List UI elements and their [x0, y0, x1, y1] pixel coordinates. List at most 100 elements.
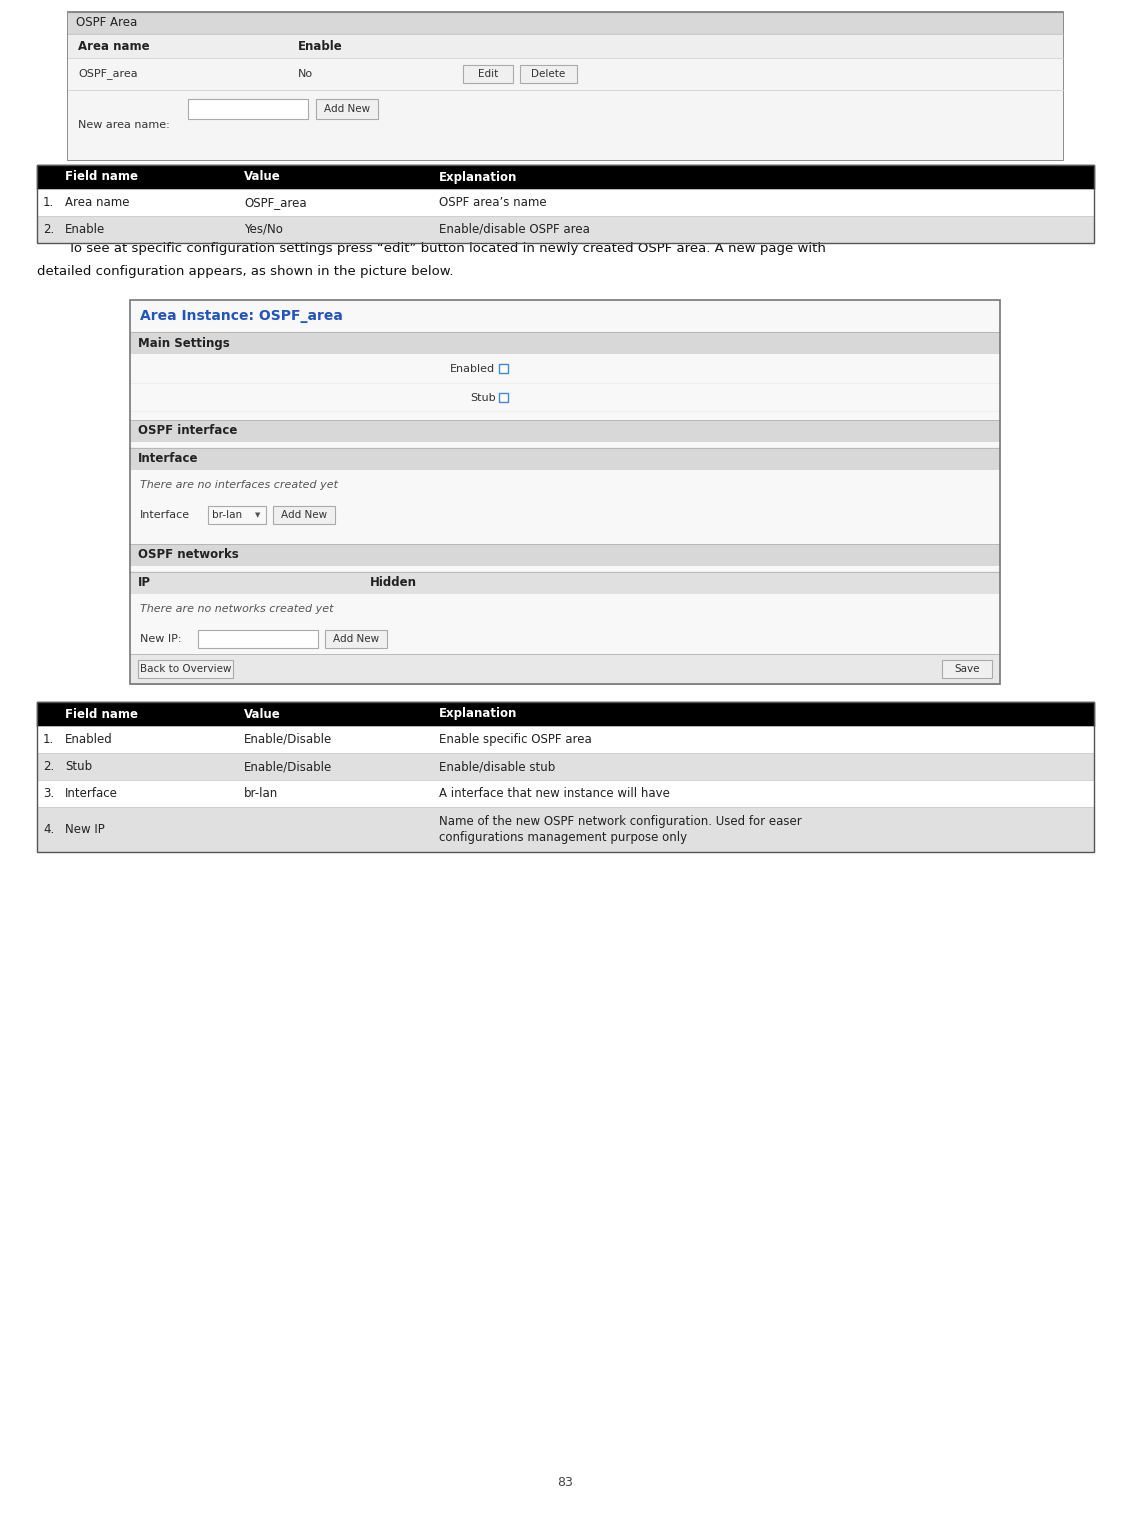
Text: New IP:: New IP:	[140, 634, 181, 645]
Text: Add New: Add New	[333, 634, 379, 645]
Text: Enable: Enable	[297, 39, 343, 53]
Text: IP: IP	[138, 576, 152, 590]
Text: New IP: New IP	[64, 823, 105, 837]
Text: OSPF_area: OSPF_area	[244, 197, 307, 209]
Text: Add New: Add New	[280, 510, 327, 520]
Bar	[130, 384, 1000, 412]
Text: To see at specific configuration settings press “edit” button located in newly c: To see at specific configuration setting…	[68, 242, 826, 256]
Text: Field name: Field name	[64, 708, 138, 720]
Bar	[130, 530, 1000, 545]
Bar	[130, 623, 1000, 654]
Bar	[130, 654, 1000, 684]
Bar	[37, 216, 1094, 244]
Bar	[316, 98, 378, 120]
Bar	[520, 65, 577, 83]
Text: Explanation: Explanation	[439, 708, 517, 720]
Bar	[37, 726, 1094, 753]
Bar	[130, 595, 1000, 623]
Text: Interface: Interface	[138, 452, 199, 466]
Text: 4.: 4.	[43, 823, 54, 837]
Text: Enabled: Enabled	[450, 365, 495, 374]
Bar	[68, 33, 1063, 57]
Bar	[500, 393, 509, 402]
Bar	[130, 331, 1000, 354]
Text: Stub: Stub	[469, 393, 495, 402]
Text: Enable/disable OSPF area: Enable/disable OSPF area	[439, 222, 590, 236]
Bar	[138, 660, 233, 678]
Text: Interface: Interface	[140, 510, 190, 520]
Text: Area Instance: OSPF_area: Area Instance: OSPF_area	[140, 309, 343, 322]
Bar	[942, 660, 992, 678]
Bar	[130, 300, 1000, 684]
Text: Field name: Field name	[64, 171, 138, 183]
Bar	[130, 448, 1000, 471]
Bar	[37, 702, 1094, 726]
Text: configurations management purpose only: configurations management purpose only	[439, 831, 688, 844]
Text: Enable/Disable: Enable/Disable	[244, 732, 333, 746]
Text: New area name:: New area name:	[78, 120, 170, 130]
Text: Stub: Stub	[64, 760, 92, 773]
Bar	[37, 753, 1094, 781]
Text: 1.: 1.	[43, 197, 54, 209]
Text: There are no interfaces created yet: There are no interfaces created yet	[140, 480, 338, 490]
Bar	[37, 806, 1094, 852]
Bar	[325, 629, 387, 648]
Bar	[130, 300, 1000, 331]
Text: Interface: Interface	[64, 787, 118, 800]
Text: OSPF Area: OSPF Area	[76, 17, 137, 29]
Bar	[198, 629, 318, 648]
Bar	[37, 165, 1094, 244]
Bar	[130, 566, 1000, 572]
Bar	[500, 365, 509, 374]
Text: 1.: 1.	[43, 732, 54, 746]
Text: 3.: 3.	[43, 787, 54, 800]
Bar	[130, 545, 1000, 566]
Text: Yes/No: Yes/No	[244, 222, 283, 236]
Text: Save: Save	[955, 664, 979, 673]
Text: 2.: 2.	[43, 222, 54, 236]
Text: OSPF networks: OSPF networks	[138, 549, 239, 561]
Text: OSPF area’s name: OSPF area’s name	[439, 197, 546, 209]
Text: br-lan: br-lan	[244, 787, 278, 800]
Text: Value: Value	[244, 708, 280, 720]
Bar	[68, 89, 1063, 160]
Bar	[188, 98, 308, 120]
Text: 83: 83	[558, 1477, 573, 1489]
Text: No: No	[297, 70, 313, 79]
Text: detailed configuration appears, as shown in the picture below.: detailed configuration appears, as shown…	[37, 265, 454, 278]
Text: Enabled: Enabled	[64, 732, 113, 746]
Bar	[130, 354, 1000, 384]
Text: Enable: Enable	[64, 222, 105, 236]
Bar	[130, 442, 1000, 448]
Bar	[273, 505, 335, 523]
Bar	[37, 702, 1094, 852]
Bar	[130, 412, 1000, 421]
Bar	[37, 165, 1094, 189]
Text: Delete: Delete	[532, 70, 566, 79]
Text: Enable/Disable: Enable/Disable	[244, 760, 333, 773]
Text: Enable/disable stub: Enable/disable stub	[439, 760, 555, 773]
Bar	[208, 505, 266, 523]
Bar	[37, 189, 1094, 216]
Text: Name of the new OSPF network configuration. Used for easer: Name of the new OSPF network configurati…	[439, 816, 802, 828]
Text: br-lan: br-lan	[211, 510, 242, 520]
Bar	[68, 12, 1063, 33]
Text: Hidden: Hidden	[370, 576, 417, 590]
Bar	[37, 781, 1094, 806]
Text: Edit: Edit	[478, 70, 498, 79]
Bar	[68, 12, 1063, 160]
Text: 2.: 2.	[43, 760, 54, 773]
Bar	[68, 57, 1063, 89]
Text: Enable specific OSPF area: Enable specific OSPF area	[439, 732, 592, 746]
Bar	[130, 572, 1000, 595]
Bar	[130, 471, 1000, 499]
Text: Add New: Add New	[323, 104, 370, 113]
Text: ▼: ▼	[256, 511, 260, 517]
Text: A interface that new instance will have: A interface that new instance will have	[439, 787, 670, 800]
Text: Explanation: Explanation	[439, 171, 517, 183]
Text: There are no networks created yet: There are no networks created yet	[140, 604, 334, 614]
Bar	[130, 421, 1000, 442]
Text: Area name: Area name	[64, 197, 130, 209]
Text: OSPF_area: OSPF_area	[78, 68, 138, 80]
Bar	[463, 65, 513, 83]
